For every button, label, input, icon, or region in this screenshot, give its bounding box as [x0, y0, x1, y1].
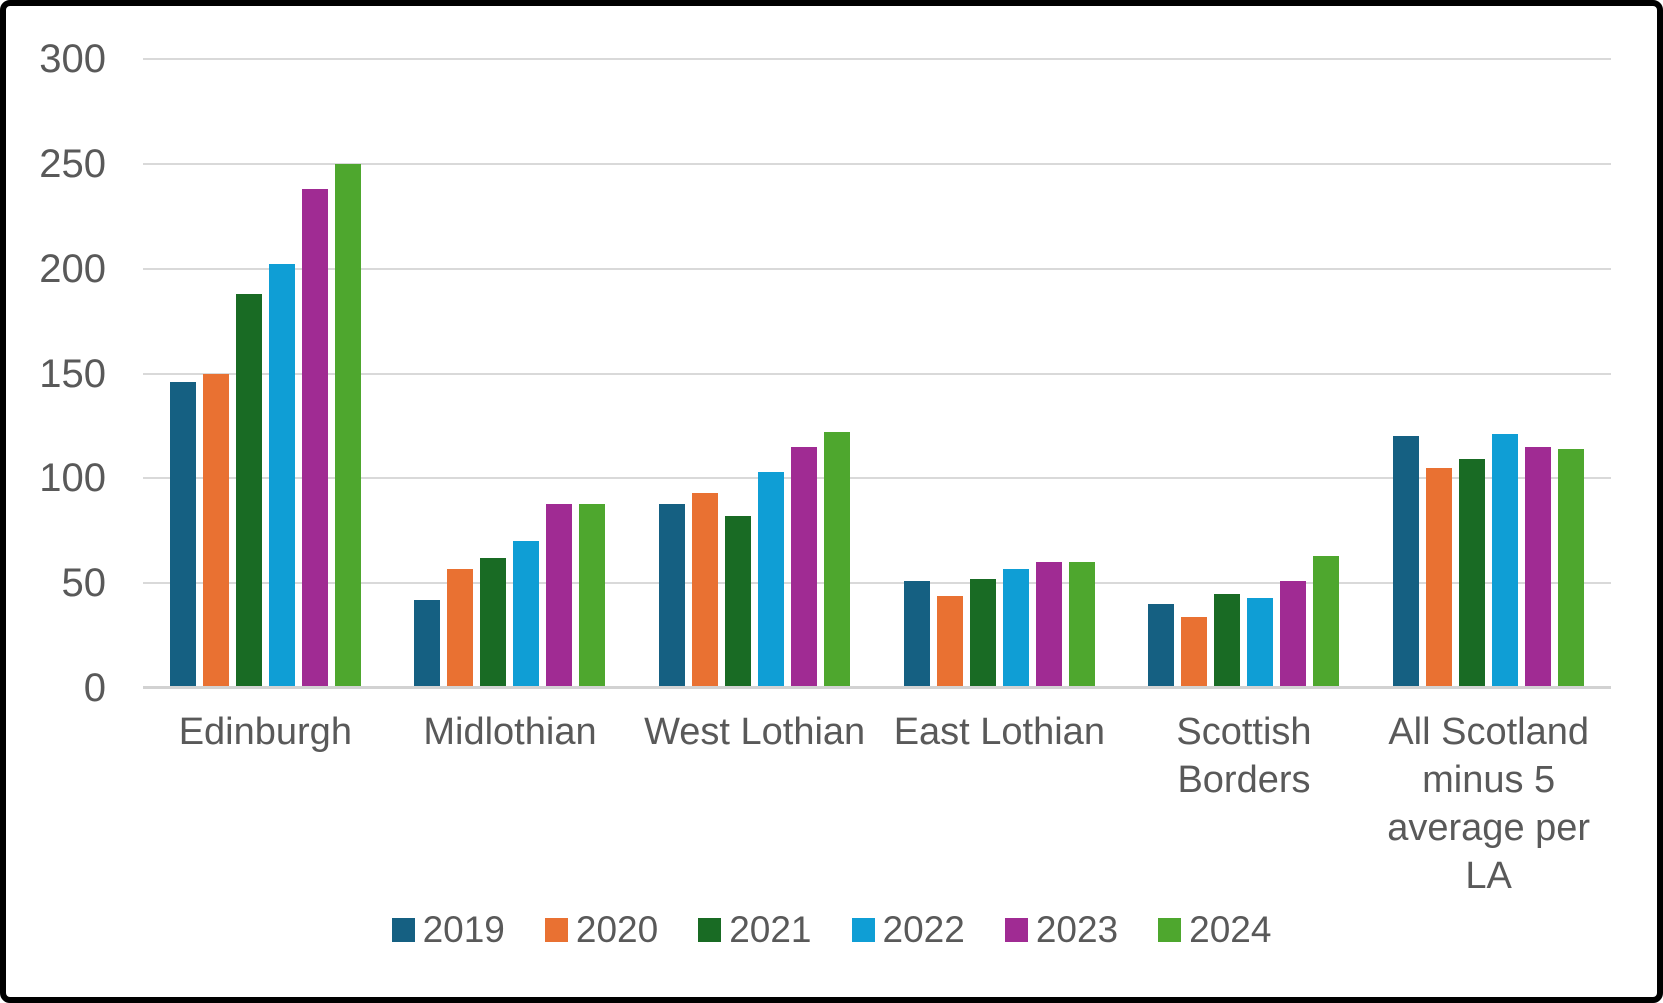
x-axis-label-line: West Lothian [644, 711, 866, 753]
gridline [143, 372, 1611, 375]
bar-2019 [659, 503, 686, 688]
gridline [143, 477, 1611, 480]
legend-color-swatch [1158, 918, 1182, 942]
bar-2023 [301, 189, 328, 688]
gridline [143, 267, 1611, 270]
x-axis-category-label: Edinburgh [143, 708, 388, 756]
gridline [143, 162, 1611, 165]
x-axis-label-line: minus 5 [1422, 759, 1556, 801]
legend-item: 2020 [544, 909, 659, 951]
bar-2024 [1558, 448, 1585, 688]
legend-item: 2024 [1158, 909, 1271, 951]
bar-2022 [758, 472, 785, 688]
bar-group [877, 59, 1122, 688]
bar-2022 [1492, 434, 1519, 688]
legend-color-swatch [1004, 918, 1028, 942]
plot-area [143, 58, 1611, 689]
bar-2019 [414, 599, 441, 688]
bar-2021 [969, 578, 996, 688]
x-axis-category-label: Midlothian [388, 708, 633, 756]
bar-group [143, 59, 388, 688]
bar-2021 [1459, 459, 1486, 688]
y-axis-tick-label: 250 [39, 141, 106, 186]
bar-2020 [1181, 616, 1208, 688]
x-axis-category-label: West Lothian [632, 708, 877, 756]
bar-2023 [791, 446, 818, 688]
legend-item: 2021 [698, 909, 812, 951]
legend-item: 2022 [851, 909, 965, 951]
legend-label: 2022 [882, 909, 965, 950]
bar-group [1366, 59, 1611, 688]
bar-2020 [1426, 467, 1453, 688]
bar-2021 [235, 293, 262, 688]
bar-2020 [202, 373, 229, 688]
bar-group [388, 59, 633, 688]
legend-color-swatch [851, 918, 875, 942]
x-axis-label-line: average per LA [1387, 807, 1591, 897]
bar-2023 [1035, 562, 1062, 688]
bar-2022 [1247, 597, 1274, 688]
bar-2019 [903, 581, 930, 688]
legend-color-swatch [391, 918, 415, 942]
y-axis-tick-label: 300 [39, 37, 106, 81]
legend-label: 2023 [1035, 909, 1119, 950]
bar-2024 [824, 432, 851, 688]
bar-2020 [936, 595, 963, 688]
x-axis-category-label: Scottish Borders [1122, 708, 1367, 804]
bar-2024 [579, 503, 606, 688]
x-axis-label-line: East Lothian [893, 711, 1105, 753]
legend-label: 2021 [729, 909, 812, 950]
bar-2023 [546, 503, 573, 688]
x-axis-line [143, 686, 1611, 689]
bar-series-area [143, 59, 1611, 688]
x-axis-label-line: Edinburgh [178, 711, 352, 753]
gridline [143, 58, 1611, 60]
bar-2021 [725, 516, 752, 688]
bar-2020 [447, 568, 474, 688]
y-axis-tick-label: 50 [61, 561, 107, 606]
bar-group [1122, 59, 1367, 688]
x-axis-label-line: Midlothian [423, 711, 597, 753]
x-axis-label-line: Scottish [1176, 711, 1312, 753]
bar-2020 [692, 493, 719, 688]
bar-2019 [1148, 604, 1175, 688]
x-axis-label-line: Borders [1177, 759, 1311, 801]
legend-item: 2023 [1004, 909, 1119, 951]
bar-2023 [1525, 446, 1552, 688]
bar-2021 [1214, 593, 1241, 688]
bar-2024 [1068, 562, 1095, 688]
bar-2022 [1002, 568, 1029, 688]
bar-2021 [480, 558, 507, 688]
gridlines [143, 58, 1611, 688]
legend-item: 2019 [391, 909, 505, 951]
legend-label: 2020 [575, 909, 659, 950]
y-axis-tick-label: 200 [39, 246, 106, 291]
bar-2019 [1393, 436, 1420, 688]
y-axis-tick-label: 100 [39, 456, 106, 501]
bar-2023 [1280, 581, 1307, 688]
bar-2024 [334, 163, 361, 688]
legend: 2019 2020 2021 2022 2023 2024 [6, 909, 1657, 951]
x-axis-category-label: East Lothian [877, 708, 1122, 756]
bar-2019 [169, 381, 196, 688]
legend-label: 2019 [422, 909, 505, 950]
legend-label: 2024 [1189, 909, 1272, 950]
y-axis-tick-label: 150 [39, 351, 106, 396]
legend-color-swatch [698, 918, 722, 942]
legend-color-swatch [544, 918, 568, 942]
bar-2022 [513, 541, 540, 688]
bar-2022 [268, 264, 295, 688]
x-axis-category-label: All Scotland minus 5 average per LA [1366, 708, 1611, 900]
x-axis-label-line: All Scotland [1388, 711, 1589, 753]
bar-group [632, 59, 877, 688]
bar-2024 [1313, 555, 1340, 688]
y-axis-tick-label: 0 [83, 666, 106, 710]
gridline [143, 582, 1611, 585]
